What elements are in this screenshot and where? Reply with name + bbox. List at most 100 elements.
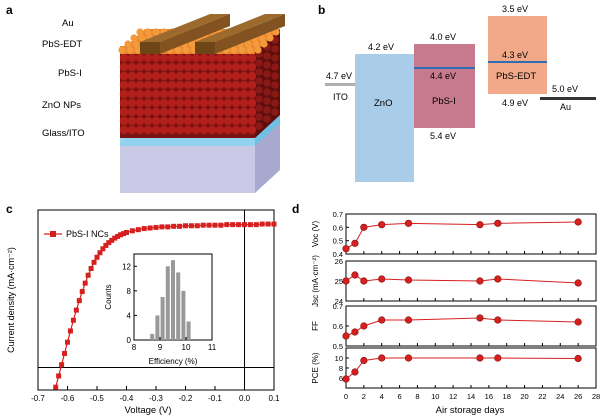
pbsi-nanocrystal [231,71,241,81]
stability-x-tick-label: 12 [449,392,457,401]
edt-nanocrystal [144,28,152,36]
pbsi-nanocrystal [191,89,201,99]
layer-label-glass-ito: Glass/ITO [42,128,85,139]
pbsi-nanocrystal [207,116,217,126]
pbsi-cb-label: 4.0 eV [430,32,456,42]
jv-x-tick-label: 0.0 [239,394,251,403]
pbsi-nanocrystal [143,89,153,99]
jv-point [76,298,82,304]
pbsi-band [414,44,475,128]
pbsi-nanocrystal [127,89,137,99]
pbsi-nanocrystal [271,63,279,71]
pbsi-nanocrystal [127,53,137,63]
pbsi-nanocrystal [207,62,217,72]
pbsi-nanocrystal [271,99,279,107]
pbsi-nanocrystal [175,53,185,63]
jv-x-tick-label: -0.6 [61,394,75,403]
pbsi-nanocrystal [215,80,225,90]
panel-label-d: d [292,202,299,216]
stability-y-tick-label: 0.7 [333,210,343,219]
pbsi-nanocrystal [199,62,209,72]
pbsi-nanocrystal [127,62,137,72]
stability-y-tick-label: 8 [339,364,343,373]
jv-point [141,226,147,232]
stability-x-tick-label: 26 [574,392,582,401]
pbsi-nanocrystal [175,89,185,99]
edt-nanocrystal [124,40,132,48]
jv-point [247,222,253,228]
pbsi-nanocrystal [215,125,225,135]
edt-nanocrystal [138,34,146,42]
zno-name: ZnO [374,98,392,109]
stability-point [494,316,502,324]
jv-point [129,228,135,234]
pbsi-nanocrystal [199,125,209,135]
pbsi-nanocrystal [151,89,161,99]
pbsi-nanocrystal [127,116,137,126]
panel-label-c: c [6,202,13,216]
jv-point [67,328,73,334]
inset-bar [176,272,181,340]
pbsi-nanocrystal [263,88,271,96]
jv-point [159,224,165,230]
pbsi-nanocrystal [119,116,129,126]
pbsi-nanocrystal [271,45,279,53]
au-level [540,97,596,100]
pbsi-nanocrystal [239,125,249,135]
pbsi-nanocrystal [191,80,201,90]
stability-x-tick-label: 24 [556,392,564,401]
pbsi-nanocrystal [231,89,241,99]
pbsi-nanocrystal [135,107,145,117]
pbsi-nanocrystal [135,53,145,63]
stability-x-tick-label: 28 [592,392,600,401]
pbsi-nanocrystal [183,71,193,81]
pbsi-nanocrystal [239,116,249,126]
pbsi-nanocrystal [239,62,249,72]
pbsi-nanocrystal [263,97,271,105]
pbsi-nanocrystal [135,89,145,99]
pbsi-nanocrystal [127,80,137,90]
au-electrode-2-side [215,14,285,54]
stability-point [360,277,368,285]
stability-x-tick-label: 4 [380,392,384,401]
edt-nanocrystal [260,40,268,48]
edt-nanocrystal [182,46,190,54]
pbsi-nanocrystal [223,98,233,108]
pbsi-nanocrystal [167,107,177,117]
au-electrode-2-top [195,14,285,42]
pbsi-nanocrystal [223,89,233,99]
zno-band [355,54,414,182]
jv-point [59,362,65,368]
pbsi-nanocrystal [271,81,279,89]
jv-point [230,222,236,228]
jv-point [112,235,118,241]
edt-nanocrystal [174,46,182,54]
stability-point [476,277,484,285]
pbsi-nanocrystal [175,107,185,117]
pbsi-nanocrystal [199,80,209,90]
pbsi-nanocrystal [127,98,137,108]
pbsi-nanocrystal [183,89,193,99]
pbsi-nanocrystal [175,125,185,135]
pbsi-nanocrystal [135,98,145,108]
jv-x-tick-label: -0.5 [90,394,104,403]
stability-point [476,354,484,362]
stability-subplot-frame [345,347,597,389]
stability-x-tick-label: 14 [467,392,475,401]
inset-y-tick-label: 4 [127,311,132,320]
zno-layer [120,136,255,146]
edt-cb-label: 3.5 eV [502,4,528,14]
stability-x-tick-label: 0 [344,392,348,401]
jv-point [236,222,242,228]
jv-point [265,221,271,227]
stability-point [351,368,359,376]
pbsi-nanocrystal [207,107,217,117]
pbsi-nanocrystal [151,98,161,108]
pbsi-nanocrystal [255,68,263,76]
jv-point [271,221,277,227]
pbsi-nanocrystal [207,80,217,90]
stability-x-tick-label: 2 [362,392,366,401]
stability-point [342,375,350,383]
jv-point [200,222,206,228]
